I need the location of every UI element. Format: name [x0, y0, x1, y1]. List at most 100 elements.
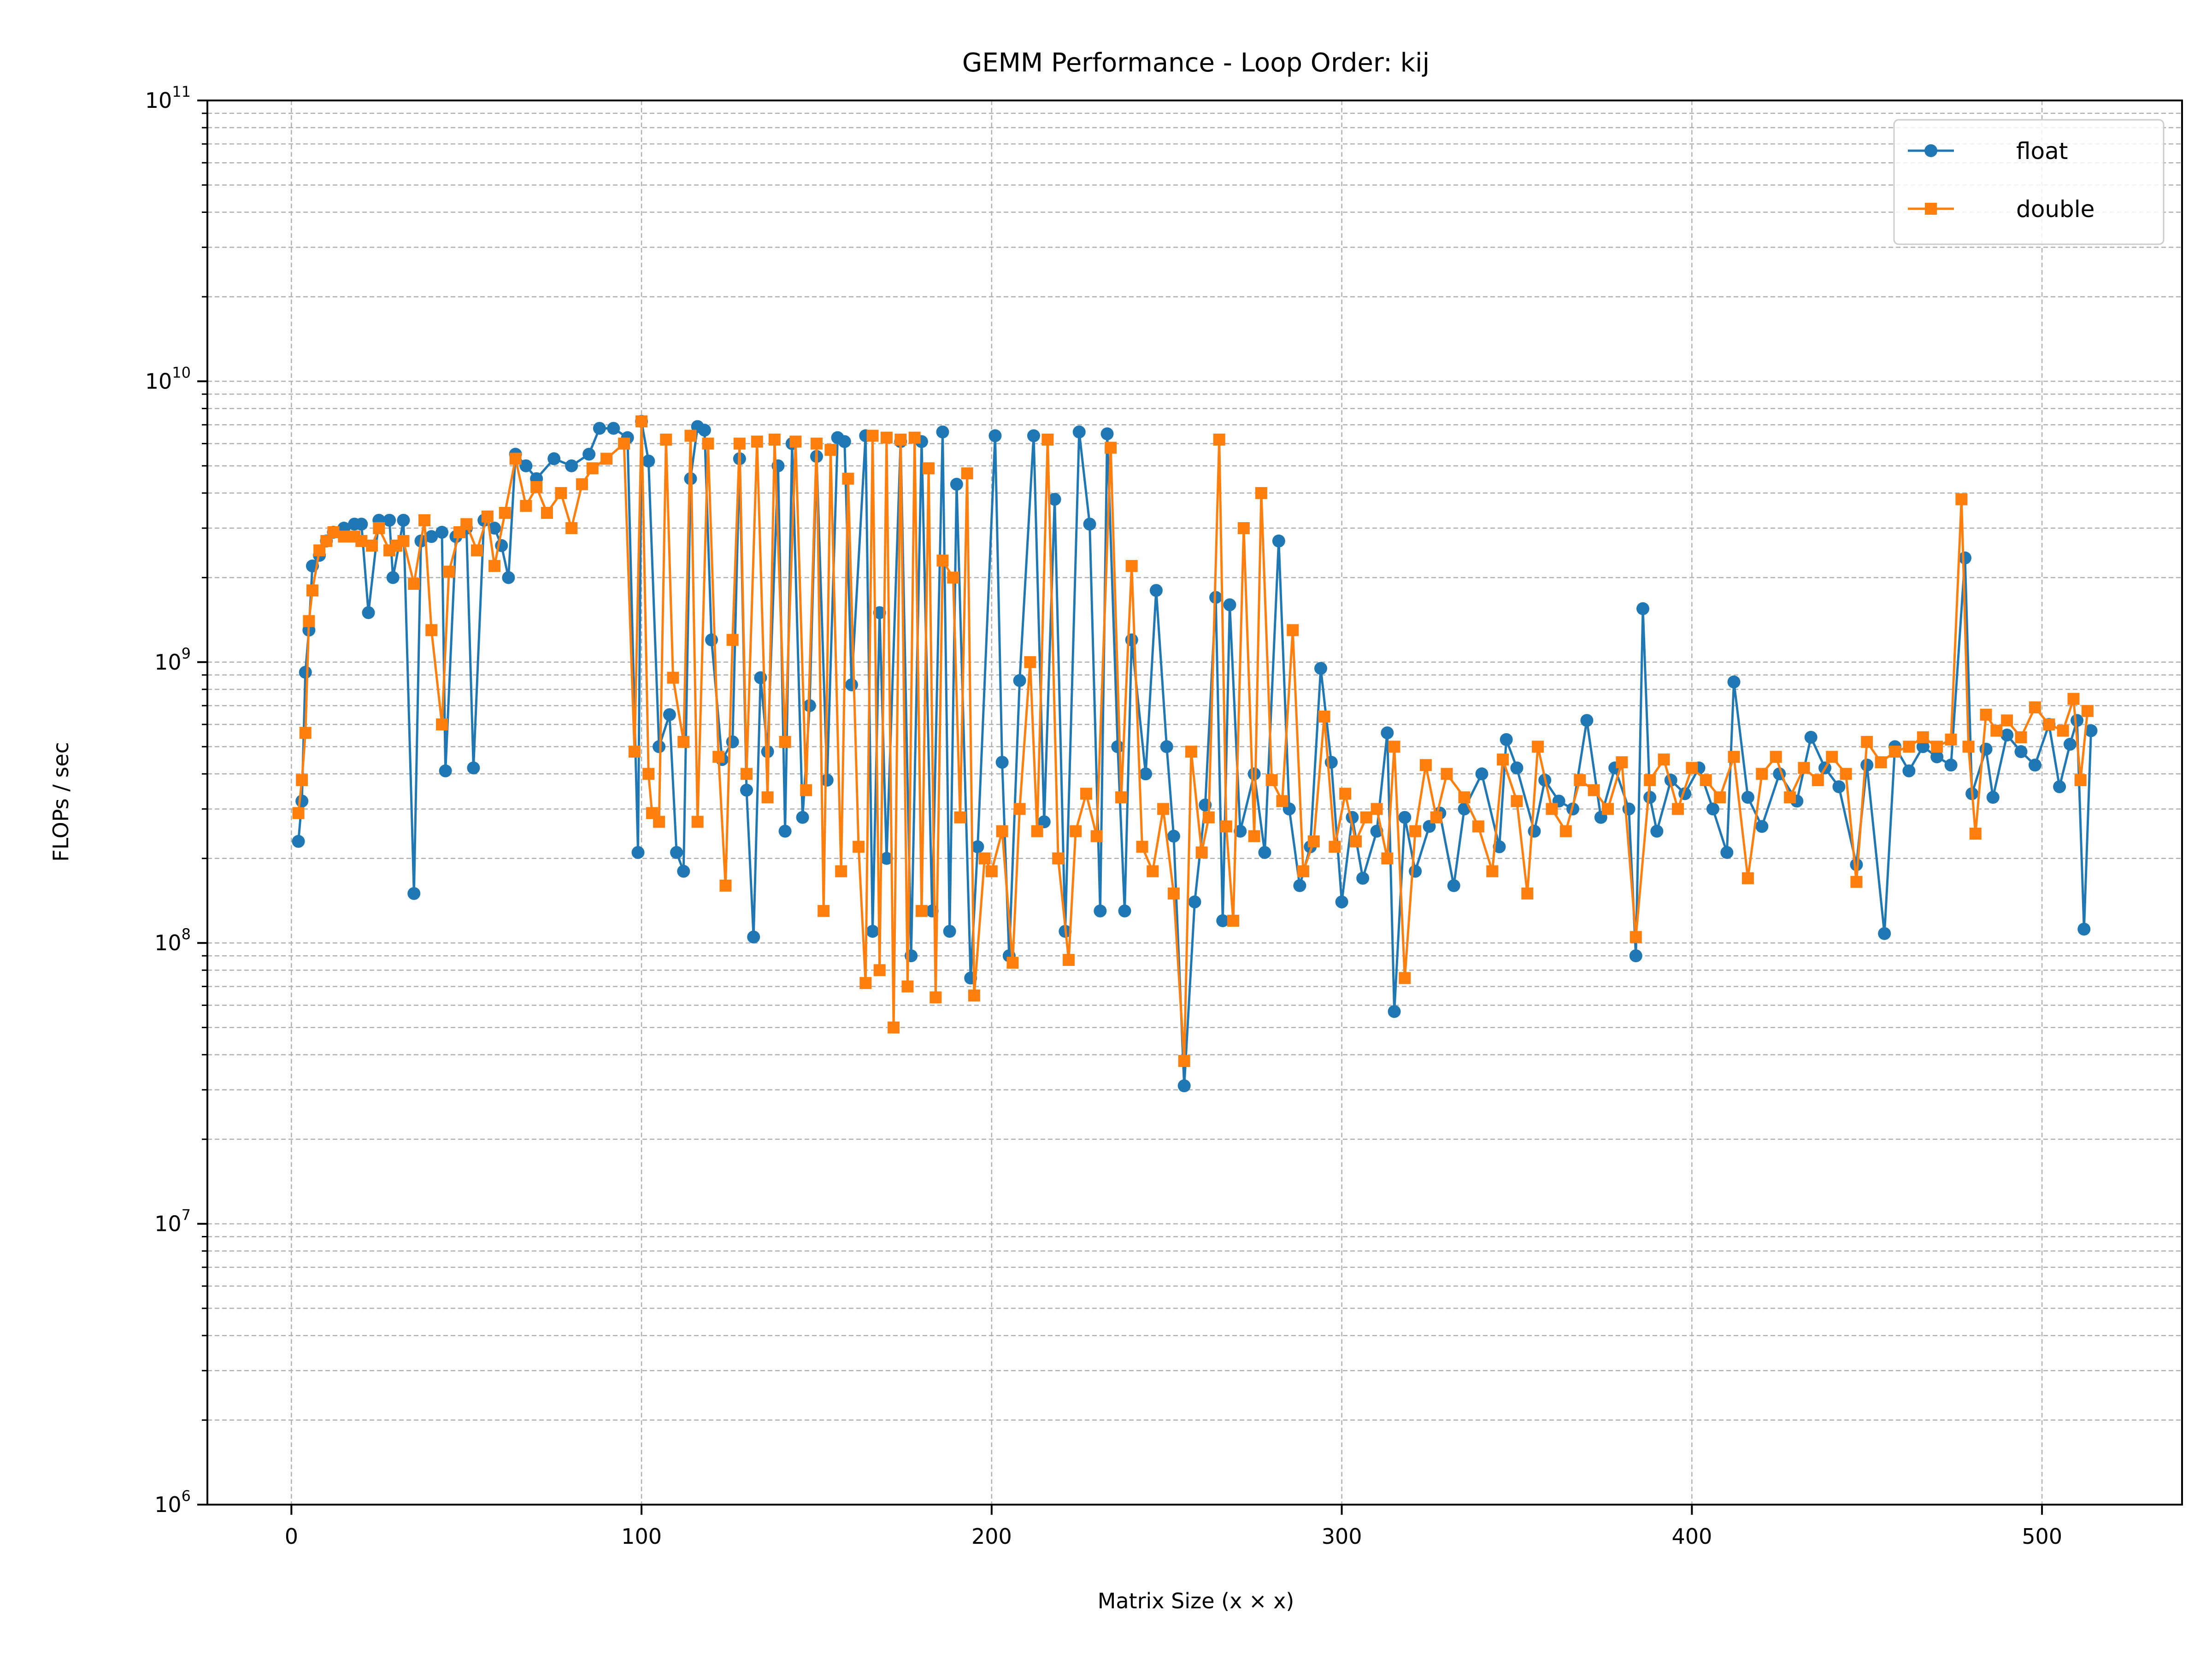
data-point-float	[1986, 791, 2000, 804]
data-point-double	[408, 577, 420, 590]
data-point-float	[873, 606, 886, 619]
data-point-double	[436, 718, 448, 730]
data-point-double	[1329, 841, 1341, 853]
legend-double-marker	[1925, 203, 1937, 215]
data-point-float	[1139, 767, 1153, 781]
data-point-float	[1216, 914, 1230, 927]
data-point-double	[1276, 795, 1288, 807]
data-point-double	[600, 453, 613, 465]
data-point-double	[1227, 914, 1240, 927]
data-point-float	[820, 773, 834, 787]
data-point-float	[663, 708, 676, 721]
data-point-double	[761, 791, 774, 804]
data-point-float	[1850, 858, 1863, 871]
data-point-float	[936, 425, 949, 439]
data-point-double	[366, 539, 378, 552]
data-point-double	[443, 565, 455, 578]
data-point-float	[386, 571, 400, 584]
data-point-float	[1247, 767, 1261, 781]
x-axis-label: Matrix Size (x × x)	[1098, 1588, 1294, 1613]
data-point-double	[1399, 972, 1411, 984]
data-point-double	[1265, 774, 1278, 786]
data-point-double	[1052, 852, 1065, 865]
data-point-double	[1013, 803, 1026, 815]
data-point-float	[1188, 895, 1201, 909]
data-point-double	[751, 435, 763, 448]
data-point-float	[1500, 733, 1513, 746]
data-point-float	[677, 865, 690, 878]
data-point-float	[845, 678, 858, 692]
data-point-double	[978, 852, 991, 865]
data-point-float	[1118, 904, 1131, 918]
data-point-double	[1024, 656, 1036, 668]
data-point-float	[726, 735, 739, 748]
data-point-float	[355, 518, 368, 531]
data-point-double	[635, 415, 648, 428]
data-point-double	[586, 462, 599, 475]
data-point-float	[642, 454, 655, 468]
x-tick-label: 300	[1322, 1524, 1362, 1549]
data-point-double	[1784, 791, 1796, 804]
data-point-double	[1237, 522, 1250, 535]
data-point-double	[1220, 820, 1232, 833]
data-point-float	[362, 606, 375, 619]
data-point-float	[1629, 949, 1642, 963]
data-point-float	[547, 452, 561, 465]
data-point-double	[1644, 774, 1656, 786]
data-point-float	[1223, 598, 1236, 612]
data-point-double	[1031, 825, 1043, 837]
data-point-double	[1360, 811, 1372, 824]
data-point-float	[1356, 871, 1370, 885]
data-point-double	[923, 462, 935, 475]
data-point-float	[1832, 780, 1846, 794]
data-point-double	[985, 865, 998, 877]
data-point-double	[397, 535, 410, 547]
data-point-double	[733, 437, 746, 450]
data-point-float	[1741, 791, 1754, 804]
data-point-float	[1902, 764, 1916, 777]
data-point-double	[1980, 708, 1992, 721]
data-point-float	[2014, 745, 2028, 759]
data-point-double	[1728, 751, 1740, 763]
axes-frame	[206, 100, 2183, 1506]
data-point-float	[1727, 675, 1741, 688]
data-point-double	[1185, 746, 1197, 758]
data-point-float	[1234, 824, 1247, 838]
data-point-float	[747, 930, 760, 944]
data-point-double	[1889, 746, 1901, 758]
data-point-double	[818, 905, 830, 917]
data-point-double	[1559, 825, 1572, 837]
data-point-double	[1381, 852, 1394, 865]
data-point-float	[1100, 427, 1114, 441]
data-point-double	[1812, 774, 1824, 786]
data-point-double	[810, 437, 823, 450]
data-point-double	[768, 433, 781, 446]
data-point-float	[995, 756, 1009, 769]
data-point-float	[467, 761, 480, 775]
data-point-double	[1213, 433, 1225, 446]
data-point-float	[1160, 740, 1173, 753]
data-point-float	[295, 794, 309, 808]
data-point-double	[1700, 774, 1712, 786]
data-point-double	[1419, 759, 1432, 771]
data-point-double	[1917, 731, 1929, 743]
data-point-float	[1916, 740, 1930, 753]
data-point-double	[1798, 762, 1810, 774]
data-point-double	[1318, 710, 1330, 723]
data-point-double	[1875, 756, 1887, 769]
data-point-float	[1293, 879, 1306, 892]
data-point-double	[894, 433, 907, 446]
data-point-double	[1147, 865, 1159, 877]
data-point-double	[653, 816, 665, 828]
data-point-float	[1804, 730, 1818, 744]
y-tick-label: 106	[154, 1487, 191, 1517]
data-point-float	[1860, 759, 1874, 772]
data-point-double	[873, 964, 886, 977]
data-point-double	[915, 905, 928, 917]
data-point-float	[439, 764, 452, 777]
data-point-double	[1861, 735, 1873, 748]
data-point-double	[499, 506, 511, 519]
y-axis-ticks: 106 107 108 109 1010 1011	[145, 83, 207, 1517]
data-point-double	[292, 807, 305, 819]
